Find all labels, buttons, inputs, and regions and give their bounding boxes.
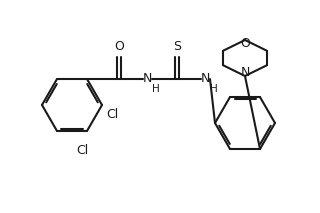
Text: O: O [240, 37, 250, 50]
Text: O: O [114, 40, 124, 53]
Text: N: N [142, 72, 152, 85]
Text: H: H [152, 84, 160, 94]
Text: Cl: Cl [76, 144, 88, 157]
Text: Cl: Cl [106, 108, 118, 121]
Text: H: H [210, 84, 218, 94]
Text: S: S [173, 40, 181, 53]
Text: N: N [200, 72, 210, 85]
Text: N: N [240, 66, 250, 79]
